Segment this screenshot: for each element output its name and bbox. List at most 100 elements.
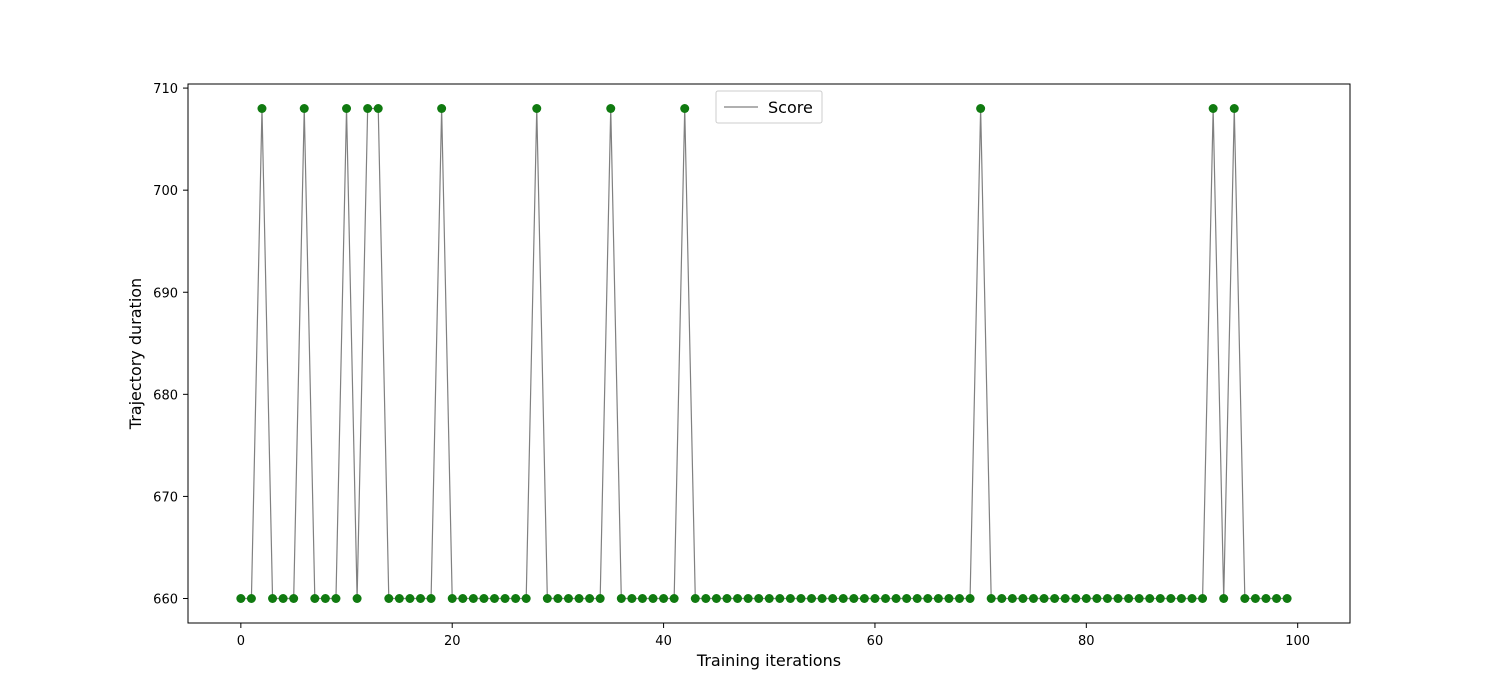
data-point [447, 594, 457, 603]
data-point [278, 594, 288, 603]
data-point [1208, 104, 1218, 113]
data-point [955, 594, 964, 603]
data-point [563, 594, 573, 603]
data-point [574, 594, 584, 603]
data-point [310, 594, 320, 603]
data-point [1198, 594, 1208, 603]
data-point [923, 594, 933, 603]
data-point [754, 594, 764, 603]
data-point [775, 594, 785, 603]
data-point [384, 594, 394, 603]
data-point [595, 594, 605, 603]
data-point [1187, 594, 1197, 603]
data-point [616, 594, 626, 603]
data-point [585, 594, 595, 603]
data-point [1155, 594, 1165, 603]
data-point [997, 594, 1007, 603]
data-point [246, 594, 256, 603]
data-point [394, 594, 404, 603]
data-point [289, 594, 299, 603]
data-point [690, 594, 700, 603]
data-point [648, 594, 658, 603]
legend-label-score: Score [768, 98, 813, 117]
data-point [891, 594, 901, 603]
y-tick-label: 670 [153, 490, 178, 505]
data-point [1060, 594, 1070, 603]
data-point [1039, 594, 1049, 603]
data-point [342, 104, 352, 113]
x-axis-label: Training iterations [696, 651, 841, 670]
data-point [881, 594, 891, 603]
y-tick-label: 680 [153, 388, 178, 403]
data-point [1282, 594, 1292, 603]
data-point [764, 594, 774, 603]
y-tick-label: 660 [153, 593, 178, 608]
data-point [363, 104, 373, 113]
data-point [405, 594, 415, 603]
data-point [722, 594, 732, 603]
legend: Score [715, 90, 823, 124]
data-point [817, 594, 827, 603]
data-point [807, 594, 817, 603]
x-tick-label: 100 [1285, 634, 1310, 649]
data-point [542, 594, 552, 603]
data-point [680, 104, 690, 113]
data-point [1018, 594, 1028, 603]
data-point [1229, 104, 1239, 113]
data-point [1272, 594, 1282, 603]
x-tick-label: 40 [655, 634, 672, 649]
data-point [1050, 594, 1060, 603]
data-point [1092, 594, 1102, 603]
data-point [637, 594, 647, 603]
data-point [521, 594, 531, 603]
data-point [870, 594, 880, 603]
data-point [1007, 594, 1017, 603]
axis-ticks: 0 20 40 60 80 100 660 670 680 690 700 710 [153, 82, 1310, 649]
data-point [1124, 594, 1134, 603]
x-tick-label: 60 [867, 634, 884, 649]
data-point [944, 594, 954, 603]
x-tick-label: 0 [237, 634, 245, 649]
data-point [257, 104, 267, 113]
data-point [1176, 594, 1186, 603]
data-point [733, 594, 743, 603]
data-point [933, 594, 943, 603]
data-point [1134, 594, 1144, 603]
data-point [828, 594, 838, 603]
data-point [627, 594, 637, 603]
data-point [511, 594, 521, 603]
data-point [489, 594, 499, 603]
data-point [458, 594, 468, 603]
data-point [268, 594, 278, 603]
data-point [320, 594, 330, 603]
y-axis-label: Trajectory duration [126, 278, 145, 430]
data-point [1145, 594, 1155, 603]
data-point [849, 594, 859, 603]
data-point [373, 104, 383, 113]
data-point [1071, 594, 1081, 603]
plot-area [236, 104, 1292, 603]
x-tick-label: 80 [1078, 634, 1095, 649]
data-point [976, 104, 986, 113]
data-point [902, 594, 912, 603]
data-point [1219, 594, 1229, 603]
data-point [1028, 594, 1038, 603]
y-tick-label: 710 [153, 82, 178, 97]
data-point [1240, 594, 1250, 603]
data-point [532, 104, 542, 113]
data-point [500, 594, 510, 603]
data-point [1261, 594, 1271, 603]
data-point [796, 594, 806, 603]
data-point [1166, 594, 1176, 603]
data-point [659, 594, 669, 603]
x-tick-label: 20 [444, 634, 461, 649]
data-point [236, 594, 246, 603]
series-line-score [240, 107, 1288, 600]
data-point [838, 594, 848, 603]
data-point [743, 594, 753, 603]
data-point [986, 594, 996, 603]
data-point [553, 594, 563, 603]
data-point [299, 104, 309, 113]
